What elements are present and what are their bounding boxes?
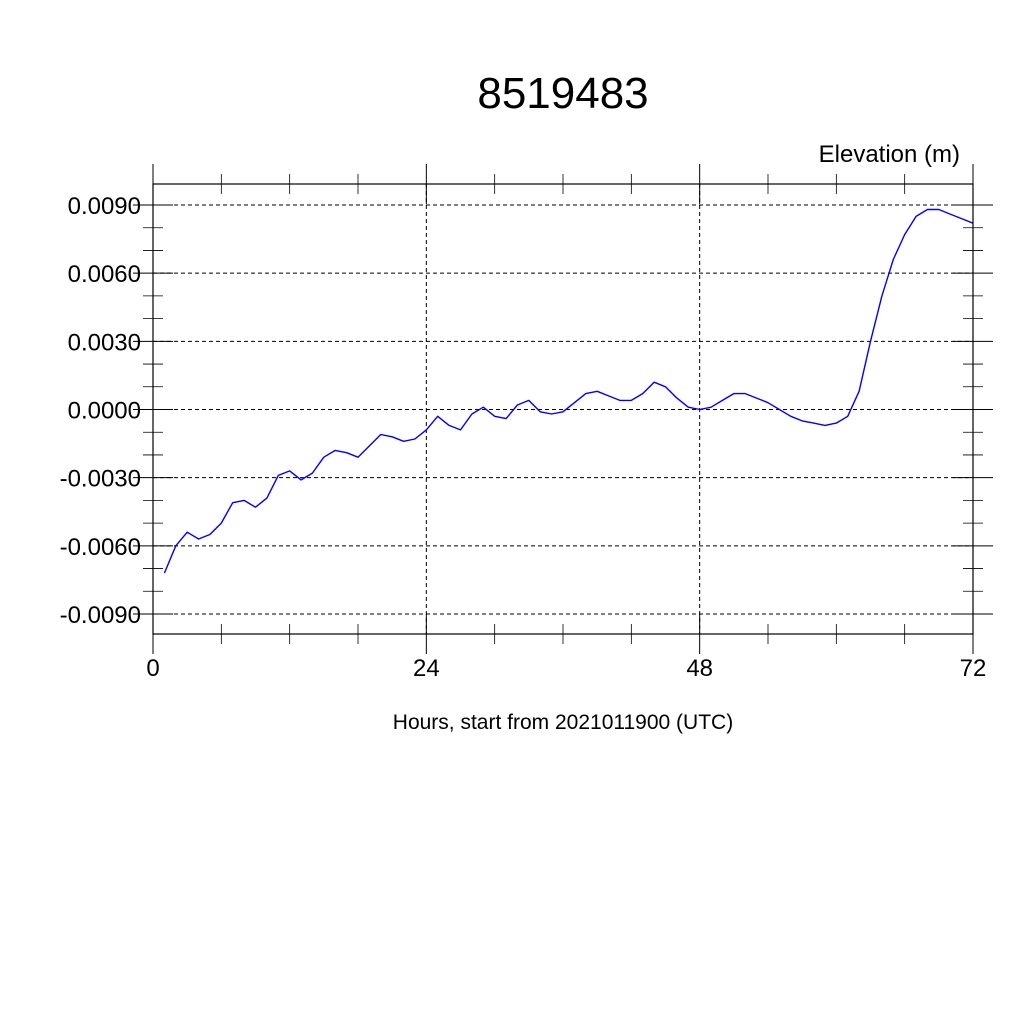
y-tick-label: 0.0090: [68, 193, 141, 220]
series-line: [163, 208, 974, 574]
y-tick-label: -0.0030: [60, 466, 141, 493]
tick-labels: -0.0090 -0.0060 -0.0030 0.0000 0.0030 0.0060 0…: [60, 193, 987, 682]
grid-lines: [152, 184, 974, 634]
x-tick-label: 24: [413, 655, 440, 682]
x-tick-label: 0: [146, 655, 159, 682]
x-tick-label: 48: [686, 655, 713, 682]
chart-title: 8519483: [477, 69, 648, 118]
y-unit-label: Elevation (m): [819, 141, 960, 168]
series-layer: [163, 208, 974, 574]
y-tick-label: 0.0030: [68, 329, 141, 356]
plot-frame: [152, 183, 974, 635]
y-tick-label: 0.0060: [68, 261, 141, 288]
y-tick-label: 0.0000: [68, 398, 141, 425]
y-tick-label: -0.0090: [60, 602, 141, 629]
y-tick-label: -0.0060: [60, 534, 141, 561]
x-tick-label: 72: [960, 655, 987, 682]
x-axis-label: Hours, start from 2021011900 (UTC): [393, 711, 733, 734]
